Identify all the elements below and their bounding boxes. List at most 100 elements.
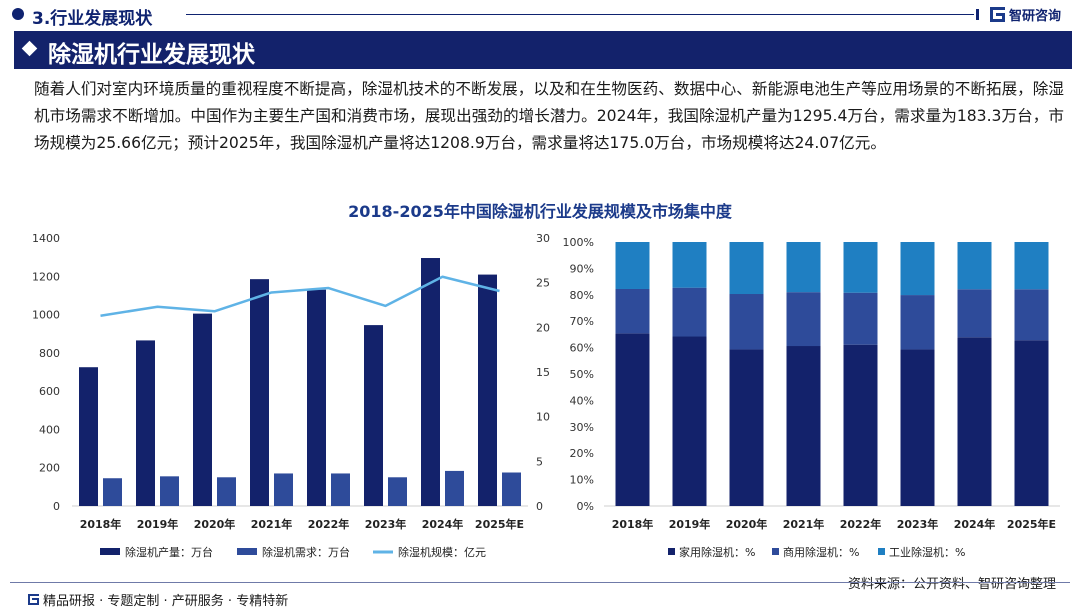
left-y-tick-label: 1400	[32, 232, 60, 245]
commercial-share-segment	[957, 289, 992, 338]
stack-x-tick-label: 2024年	[954, 517, 996, 531]
x-tick-label: 2025年E	[475, 517, 524, 531]
left-y-tick-label: 800	[39, 347, 60, 360]
production-bar	[79, 367, 98, 506]
source-note: 资料来源：公开资料、智研咨询整理	[847, 577, 1056, 592]
x-tick-label: 2021年	[251, 517, 293, 531]
footer-tagline: 精品研报 · 专题定制 · 产研服务 · 专精特新	[43, 594, 289, 609]
household-share-segment	[1014, 340, 1049, 506]
commercial-share-segment	[1014, 289, 1049, 341]
production-bar	[307, 289, 326, 506]
x-tick-label: 2018年	[80, 517, 122, 531]
legend-swatch	[100, 548, 120, 555]
demand-bar	[160, 476, 179, 506]
stack-y-tick-label: 50%	[570, 368, 594, 381]
section-heading: 3.行业发展现状	[32, 9, 153, 29]
header-rule-end	[976, 9, 979, 20]
stack-y-tick-label: 100%	[563, 236, 594, 249]
industrial-share-segment	[672, 242, 707, 288]
household-share-segment	[615, 333, 650, 506]
left-y-tick-label: 200	[39, 462, 60, 475]
industrial-share-segment	[957, 242, 992, 290]
header-rule	[186, 14, 974, 15]
production-bar	[193, 313, 212, 506]
commercial-share-segment	[672, 287, 707, 337]
demand-bar	[502, 472, 521, 506]
x-tick-label: 2020年	[194, 517, 236, 531]
stack-x-tick-label: 2018年	[612, 517, 654, 531]
section-bullet	[12, 8, 24, 20]
body-paragraph: 随着人们对室内环境质量的重视程度不断提高，除湿机技术的不断发展，以及和在生物医药…	[34, 80, 1064, 152]
production-bar	[250, 279, 269, 506]
right-y-tick-label: 10	[536, 411, 550, 424]
stack-y-tick-label: 30%	[570, 421, 594, 434]
brand-logo-icon	[990, 6, 1005, 22]
legend-label: 除湿机规模：亿元	[398, 545, 486, 559]
stack-y-tick-label: 0%	[577, 500, 594, 513]
legend-label: 除湿机需求：万台	[262, 545, 350, 559]
left-y-tick-label: 1200	[32, 270, 60, 283]
stack-legend-label: 商用除湿机：%	[783, 545, 859, 559]
right-y-tick-label: 25	[536, 277, 550, 290]
household-share-segment	[672, 336, 707, 506]
top-bar: 3.行业发展现状 智研咨询	[0, 0, 1080, 30]
legend-label: 除湿机产量：万台	[125, 545, 213, 559]
x-tick-label: 2019年	[137, 517, 179, 531]
market-size-line	[100, 275, 500, 317]
commercial-share-segment	[900, 295, 935, 350]
footer-rule	[10, 582, 1070, 583]
chart-title: 2018-2025年中国除湿机行业发展规模及市场集中度	[348, 202, 732, 221]
stack-x-tick-label: 2021年	[783, 517, 825, 531]
right-y-tick-label: 15	[536, 366, 550, 379]
x-tick-label: 2023年	[365, 517, 407, 531]
stack-legend-swatch	[878, 548, 885, 555]
left-y-tick-label: 600	[39, 385, 60, 398]
stack-x-tick-label: 2019年	[669, 517, 711, 531]
stack-y-tick-label: 80%	[570, 289, 594, 302]
demand-bar	[331, 473, 350, 506]
stack-legend-swatch	[772, 548, 779, 555]
household-share-segment	[729, 349, 764, 506]
stack-x-tick-label: 2023年	[897, 517, 939, 531]
left-y-tick-label: 400	[39, 423, 60, 436]
commercial-share-segment	[786, 292, 821, 347]
footer-tagline-row: 精品研报 · 专题定制 · 产研服务 · 专精特新	[28, 590, 288, 609]
stack-y-tick-label: 20%	[570, 447, 594, 460]
industrial-share-segment	[900, 242, 935, 296]
page-title: 除湿机行业发展现状	[48, 42, 255, 68]
brand-name: 智研咨询	[1009, 8, 1062, 24]
title-band: 除湿机行业发展现状	[14, 31, 1072, 69]
right-y-tick-label: 5	[536, 455, 543, 468]
demand-bar	[217, 477, 236, 506]
demand-bar	[103, 478, 122, 506]
x-tick-label: 2022年	[308, 517, 350, 531]
household-share-segment	[843, 344, 878, 506]
industrial-share-segment	[843, 242, 878, 293]
stack-y-tick-label: 70%	[570, 315, 594, 328]
footer-logo-icon	[28, 594, 39, 605]
stack-y-tick-label: 60%	[570, 342, 594, 355]
demand-bar	[274, 473, 293, 506]
stack-x-tick-label: 2022年	[840, 517, 882, 531]
production-bar	[421, 258, 440, 506]
stack-legend-label: 工业除湿机：%	[889, 545, 965, 559]
industrial-share-segment	[1014, 242, 1049, 290]
legend-swatch	[237, 548, 257, 555]
commercial-share-segment	[843, 292, 878, 345]
production-bar	[136, 340, 155, 506]
industrial-share-segment	[729, 242, 764, 295]
demand-bar	[445, 470, 464, 506]
household-share-segment	[786, 346, 821, 506]
left-y-tick-label: 0	[53, 500, 60, 513]
production-bar	[478, 274, 497, 506]
industrial-share-segment	[786, 242, 821, 293]
stack-y-tick-label: 10%	[570, 474, 594, 487]
household-share-segment	[957, 337, 992, 506]
brand-logo: 智研咨询	[990, 4, 1061, 24]
right-y-tick-label: 20	[536, 321, 550, 334]
stack-y-tick-label: 40%	[570, 394, 594, 407]
stack-legend-swatch	[668, 548, 675, 555]
right-y-tick-label: 30	[536, 232, 550, 245]
commercial-share-segment	[729, 294, 764, 350]
